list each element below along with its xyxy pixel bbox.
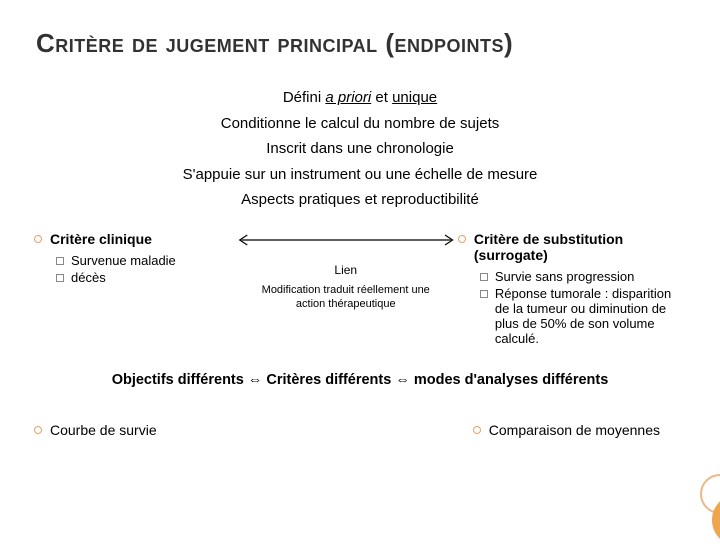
obj-b: Critères différents (266, 372, 391, 388)
bottom-right-text: Comparaison de moyennes (489, 422, 660, 438)
double-arrow-symbol-2: ⇔ (395, 372, 410, 388)
slide-title: Critère de jugement principal (endpoints… (36, 28, 720, 59)
mid-lien: Lien (234, 263, 458, 277)
l1-unique: unique (392, 89, 437, 106)
slide-decoration-icon (676, 474, 720, 518)
l1-mid: et (371, 89, 392, 106)
bottom-left: Courbe de survie (34, 422, 157, 438)
bullet-square-icon (480, 273, 488, 281)
line-3: Inscrit dans une chronologie (0, 136, 720, 162)
left-sub-2: décès (56, 270, 234, 285)
bullet-circle-icon (458, 235, 466, 243)
objectifs-line: Objectifs différents ⇔ Critères différen… (0, 372, 720, 388)
right-sub-1-text: Survie sans progression (495, 269, 634, 284)
mid-modification: Modification traduit réellement une acti… (234, 283, 458, 313)
bottom-left-text: Courbe de survie (50, 422, 157, 438)
obj-a: Objectifs différents (112, 372, 244, 388)
bullet-square-icon (56, 257, 64, 265)
left-heading-text: Critère clinique (50, 231, 152, 247)
l1-pre: Défini (283, 89, 326, 106)
right-sub-2: Réponse tumorale : disparition de la tum… (480, 286, 686, 346)
left-sub-2-text: décès (71, 270, 106, 285)
double-arrow-symbol-1: ⇔ (248, 372, 263, 388)
right-sub-2-text: Réponse tumorale : disparition de la tum… (495, 286, 686, 346)
bullet-circle-icon (34, 235, 42, 243)
bullet-square-icon (480, 290, 488, 298)
intro-lines: Défini a priori et unique Conditionne le… (0, 85, 720, 213)
bullet-circle-icon (34, 426, 42, 434)
bullet-square-icon (56, 274, 64, 282)
line-5: Aspects pratiques et reproductibilité (0, 187, 720, 213)
right-column: Critère de substitution (surrogate) Surv… (458, 231, 686, 348)
left-heading: Critère clinique (34, 231, 234, 247)
right-heading: Critère de substitution (surrogate) (458, 231, 686, 263)
right-sub-1: Survie sans progression (480, 269, 686, 284)
bullet-circle-icon (473, 426, 481, 434)
l1-apriori: a priori (325, 89, 371, 106)
left-sub-1-text: Survenue maladie (71, 253, 176, 268)
right-heading-text: Critère de substitution (surrogate) (474, 231, 686, 263)
middle-column: Lien Modification traduit réellement une… (234, 231, 458, 348)
obj-c: modes d'analyses différents (414, 372, 608, 388)
line-1: Défini a priori et unique (0, 85, 720, 111)
line-2: Conditionne le calcul du nombre de sujet… (0, 111, 720, 137)
line-4: S'appuie sur un instrument ou une échell… (0, 162, 720, 188)
left-column: Critère clinique Survenue maladie décès (34, 231, 234, 348)
double-arrow-icon (234, 233, 458, 247)
left-sub-1: Survenue maladie (56, 253, 234, 268)
bottom-right: Comparaison de moyennes (473, 422, 660, 438)
